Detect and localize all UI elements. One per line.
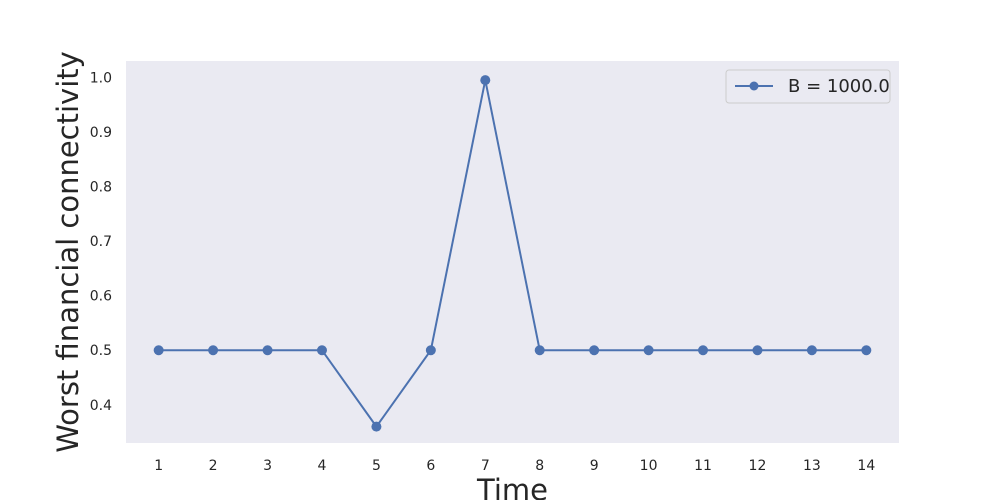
data-point[interactable]: [262, 345, 273, 356]
x-tick-label: 10: [640, 458, 658, 474]
data-point[interactable]: [534, 345, 545, 356]
y-tick-label: 0.4: [90, 398, 112, 414]
data-point[interactable]: [480, 75, 491, 86]
series-line: [158, 79, 867, 429]
y-tick-label: 0.8: [90, 180, 112, 196]
y-tick-label: 0.7: [90, 234, 112, 250]
x-tick-label: 6: [426, 458, 435, 474]
x-tick-label: 12: [749, 458, 767, 474]
data-point[interactable]: [861, 345, 872, 356]
data-point[interactable]: [316, 345, 327, 356]
legend-label: B = 1000.0: [788, 76, 890, 97]
plot-area: [126, 61, 899, 443]
x-tick-label: 14: [857, 458, 875, 474]
data-point[interactable]: [425, 345, 436, 356]
data-point[interactable]: [153, 345, 164, 356]
data-point[interactable]: [806, 345, 817, 356]
x-tick-label: 7: [481, 458, 490, 474]
x-axis-ticks: 1 2 3 4 5 6 7 8 9 10 11 12 13 14: [154, 458, 875, 474]
x-tick-label: 1: [154, 458, 163, 474]
x-tick-label: 2: [209, 458, 218, 474]
legend-point-marker: [749, 81, 759, 91]
x-axis-label: Time: [476, 473, 548, 500]
x-tick-label: 3: [263, 458, 272, 474]
data-point[interactable]: [589, 345, 600, 356]
x-tick-label: 13: [803, 458, 821, 474]
y-tick-label: 0.5: [90, 343, 112, 359]
data-point[interactable]: [752, 345, 763, 356]
y-tick-label: 0.6: [90, 289, 112, 305]
data-point[interactable]: [643, 345, 654, 356]
legend-box: [725, 69, 891, 104]
data-point[interactable]: [698, 345, 709, 356]
x-tick-label: 4: [318, 458, 327, 474]
y-axis-ticks: 0.4 0.5 0.6 0.7 0.8 0.9 1.0: [90, 70, 112, 413]
y-axis-label: Worst financial connectivity: [51, 51, 85, 453]
legend[interactable]: B = 1000.0: [725, 69, 891, 104]
data-point[interactable]: [208, 345, 219, 356]
x-tick-label: 8: [535, 458, 544, 474]
data-point[interactable]: [371, 421, 382, 432]
y-tick-label: 1.0: [90, 70, 112, 86]
y-tick-label: 0.9: [90, 125, 112, 141]
x-tick-label: 5: [372, 458, 381, 474]
series-layer: [153, 75, 872, 432]
x-tick-label: 11: [694, 458, 712, 474]
x-tick-label: 9: [590, 458, 599, 474]
